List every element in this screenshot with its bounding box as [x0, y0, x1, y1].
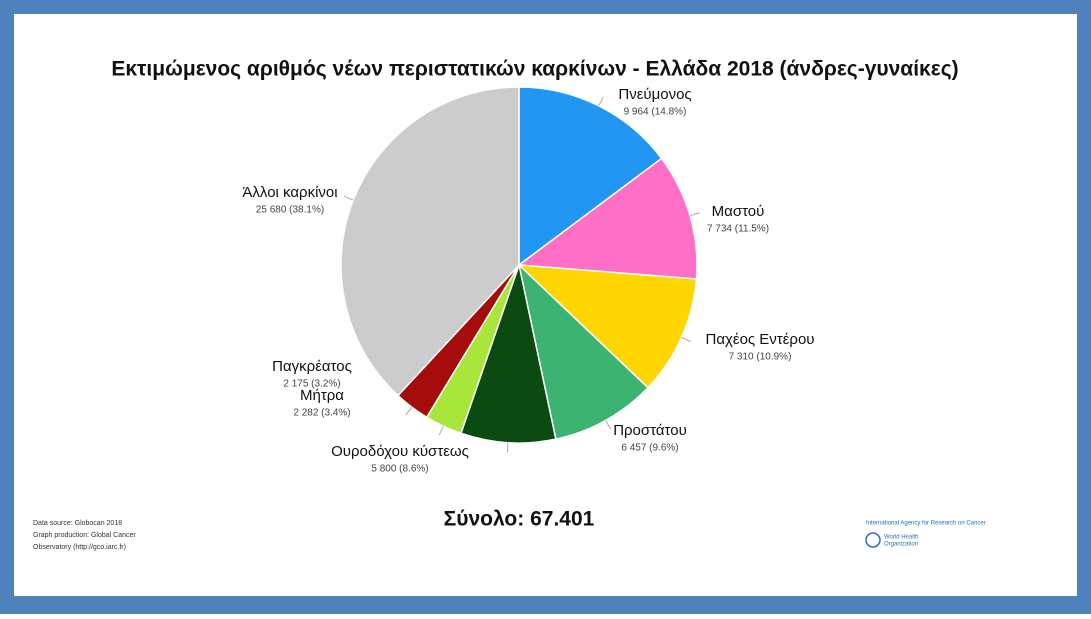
slice-label: Μαστού [712, 203, 765, 220]
logo-text: International Agency for Research on Can… [866, 521, 986, 527]
slice-value: 5 800 (8.6%) [371, 464, 428, 475]
pie-slice [516, 264, 698, 389]
pie-slice [459, 262, 557, 444]
slice-label: Μήτρα [300, 387, 344, 404]
pie-slice [518, 86, 663, 267]
source: Observatory (http://gco.iarc.fr) [33, 544, 126, 551]
source: Graph production: Global Cancer [33, 532, 136, 539]
slice-value: 2 175 (3.2%) [283, 379, 340, 390]
leader-line [598, 96, 604, 107]
slice-label: Ουροδόχου κύστεως [331, 443, 469, 460]
leader-line [689, 212, 700, 217]
chart-title: Εκτιμώμενος αριθμός νέων περιστατικών κα… [111, 58, 958, 81]
slice-label: Παγκρέατος [272, 358, 352, 375]
slice-value: 7 734 (11.5%) [707, 224, 769, 235]
slice-value: 25 680 (38.1%) [256, 205, 324, 216]
slice-value: 6 457 (9.6%) [621, 443, 678, 454]
leader-line [343, 195, 354, 201]
slice-label: Πνεύμονος [618, 86, 691, 103]
slice-label: Παχέος Εντέρου [706, 331, 815, 348]
slice-label: Προστάτου [613, 422, 687, 439]
logo-text: World Health [884, 535, 919, 541]
leader-line [405, 406, 413, 416]
leader-line [605, 420, 612, 430]
pie-slice [340, 86, 520, 397]
leader-line [438, 425, 444, 436]
leader-line [681, 337, 691, 343]
slice-value: 9 964 (14.8%) [624, 107, 687, 118]
slice-value: 7 310 (10.9%) [729, 352, 792, 363]
logo-text: Organization [884, 542, 918, 548]
slice-label: Άλλοι καρκίνοι [242, 184, 337, 201]
total: Σύνολο: 67.401 [444, 508, 595, 531]
slice-value: 2 282 (3.4%) [293, 408, 350, 419]
who-logo [865, 532, 881, 548]
leader-line [506, 442, 509, 453]
source: Data source: Globocan 2018 [33, 520, 122, 527]
